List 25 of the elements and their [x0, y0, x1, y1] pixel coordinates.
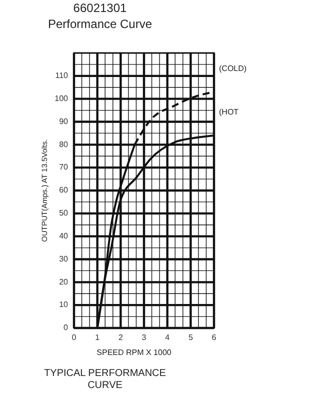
- x-tick-label: 6: [212, 333, 217, 342]
- x-tick-label: 1: [95, 333, 100, 342]
- x-axis-title: SPEED RPM X 1000: [96, 348, 172, 357]
- x-tick-label: 3: [142, 333, 147, 342]
- y-tick-label: 40: [59, 231, 69, 240]
- x-tick-label: 4: [165, 333, 170, 342]
- y-tick-label: 50: [59, 208, 69, 218]
- y-tick-label: 20: [59, 277, 69, 286]
- text: (HOT: [219, 108, 239, 117]
- x-tick-label: 0: [72, 333, 77, 342]
- y-tick-label: 0: [64, 323, 69, 332]
- y-tick-label: 70: [59, 162, 69, 172]
- text: (COLD): [219, 64, 247, 74]
- y-tick-label: 100: [54, 94, 69, 103]
- y-tick-label: 90: [59, 116, 69, 126]
- y-tick-label: 110: [55, 71, 69, 80]
- text: TYPICAL PERFORMANCE CURVE: [44, 368, 166, 391]
- chart-subtitle: Performance Curve: [48, 17, 152, 31]
- y-tick-label: 60: [59, 186, 69, 195]
- y-tick-label: 10: [59, 300, 69, 310]
- chart-title: 66021301: [73, 1, 128, 15]
- y-tick-label: 30: [59, 254, 69, 264]
- y-tick-label: 80: [59, 140, 69, 149]
- x-tick-label: 5: [188, 333, 194, 342]
- x-tick-label: 2: [118, 333, 124, 342]
